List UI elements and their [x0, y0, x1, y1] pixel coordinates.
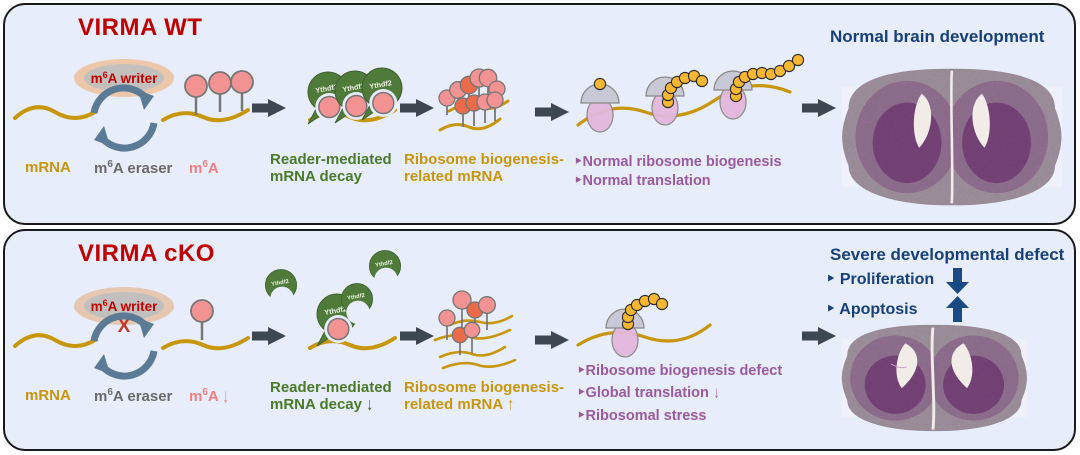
svg-text:m6A writer: m6A writer — [91, 298, 159, 314]
svg-text:m6A writer: m6A writer — [91, 70, 159, 86]
